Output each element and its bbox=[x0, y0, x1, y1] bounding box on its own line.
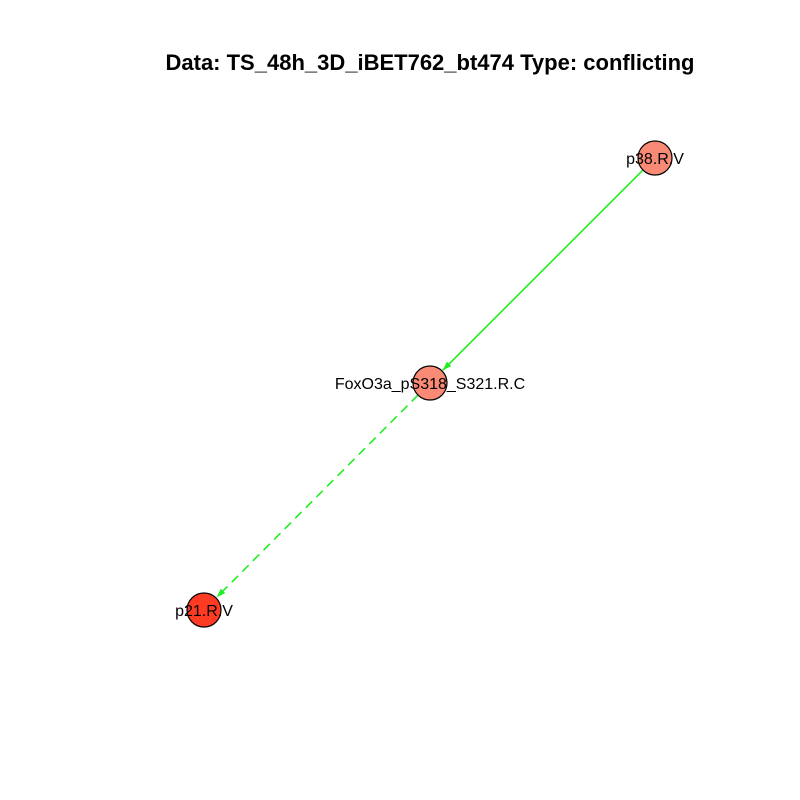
node-label-p21: p21.R.V bbox=[175, 603, 233, 620]
node-p38: p38.R.V bbox=[626, 140, 684, 176]
node-circle-foxo3a bbox=[412, 365, 448, 401]
node-p21: p21.R.V bbox=[175, 592, 233, 628]
node-foxo3a: FoxO3a_pS318_S321.R.C bbox=[335, 365, 525, 401]
node-label-p38: p38.R.V bbox=[626, 151, 684, 168]
edge-foxo3a-to-p21 bbox=[216, 394, 419, 598]
edges-layer bbox=[216, 169, 644, 598]
node-circle-p21 bbox=[186, 592, 222, 628]
nodes-layer: p38.R.V FoxO3a_pS318_S321.R.C p21.R.V bbox=[175, 140, 684, 628]
diagram-title: Data: TS_48h_3D_iBET762_bt474 Type: conf… bbox=[166, 50, 695, 75]
node-circle-p38 bbox=[637, 140, 673, 176]
node-label-foxo3a: FoxO3a_pS318_S321.R.C bbox=[335, 376, 525, 393]
edge-p38-to-foxo3a bbox=[442, 169, 644, 371]
